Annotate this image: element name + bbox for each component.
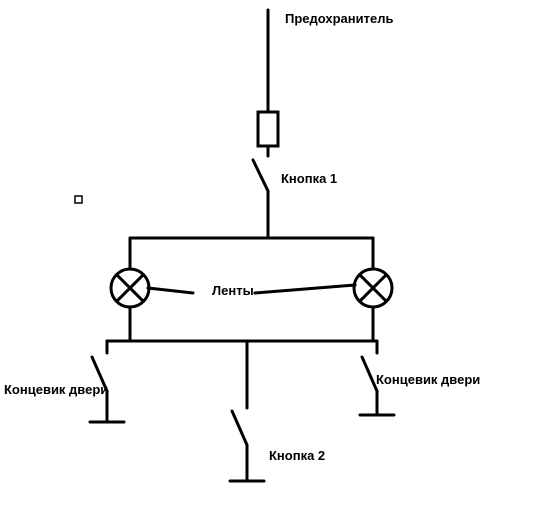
label-button2: Кнопка 2 bbox=[269, 448, 325, 463]
label-door-right: Концевик двери bbox=[376, 372, 480, 387]
label-fuse: Предохранитель bbox=[285, 11, 393, 26]
switch-icon bbox=[232, 411, 247, 445]
stray-square-icon bbox=[75, 196, 82, 203]
fuse bbox=[258, 112, 278, 146]
label-button1: Кнопка 1 bbox=[281, 171, 337, 186]
label-lamps: Ленты bbox=[212, 283, 254, 298]
switches-group bbox=[92, 160, 377, 445]
circuit-diagram: Предохранитель Кнопка 1 Ленты Концевик д… bbox=[0, 0, 541, 509]
stray-square bbox=[75, 196, 82, 203]
switch-icon bbox=[253, 160, 268, 191]
switch-icon bbox=[362, 357, 377, 391]
wires-group bbox=[90, 10, 394, 481]
wire bbox=[148, 288, 193, 293]
label-door-left: Концевик двери bbox=[4, 382, 108, 397]
fuse-icon bbox=[258, 112, 278, 146]
wire bbox=[255, 285, 355, 293]
